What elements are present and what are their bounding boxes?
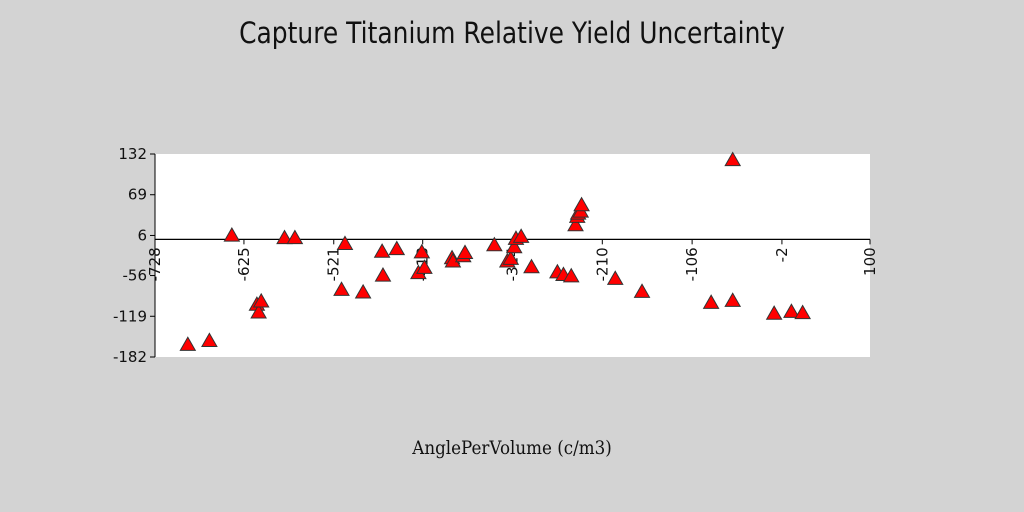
x-tick-label: -2 (773, 247, 791, 262)
data-point (633, 283, 651, 298)
x-tick-label: 100 (861, 247, 879, 276)
data-point (223, 226, 241, 242)
data-point (765, 305, 783, 320)
chart-title: Capture Titanium Relative Yield Uncertai… (239, 16, 785, 50)
x-tick-label: -625 (235, 247, 253, 281)
y-tick-label: -182 (113, 348, 147, 366)
data-point (512, 228, 530, 243)
data-point (562, 267, 580, 283)
markers-group (179, 151, 812, 351)
data-point (179, 336, 197, 351)
data-point (374, 267, 392, 282)
data-point (333, 281, 350, 296)
x-tick-label: -521 (325, 247, 343, 281)
y-tick-label: 6 (137, 226, 147, 244)
y-tick-label: -56 (123, 267, 148, 285)
data-point (505, 238, 523, 254)
data-point (724, 151, 742, 167)
data-point (567, 216, 584, 232)
data-point (252, 292, 270, 308)
y-tick-label: 132 (118, 145, 147, 163)
data-point (388, 240, 406, 256)
data-point (250, 303, 267, 319)
data-point (276, 229, 293, 245)
x-axis-label: AnglePerVolume (c/m3) (412, 437, 612, 459)
data-point (606, 270, 624, 285)
y-tick-label: 69 (128, 186, 147, 204)
data-point (724, 292, 742, 307)
data-point (201, 332, 218, 347)
data-point (336, 235, 354, 250)
data-point (354, 283, 372, 299)
x-tick-label: -728 (146, 247, 164, 281)
y-tick-label: -119 (113, 307, 147, 325)
x-tick-label: -106 (683, 247, 701, 281)
data-point (794, 304, 812, 320)
data-point (523, 258, 540, 274)
data-point (783, 303, 800, 318)
x-tick-label: -210 (593, 247, 611, 281)
data-point (413, 243, 431, 259)
data-point (702, 294, 720, 309)
data-point (573, 196, 590, 212)
data-point (486, 236, 503, 252)
axes-group: -182-119-56669132-728-625-521-418-314-21… (113, 145, 879, 366)
data-point (373, 243, 391, 258)
data-point (416, 259, 433, 274)
data-point (286, 229, 304, 245)
data-point (502, 250, 520, 265)
data-point (456, 244, 474, 260)
